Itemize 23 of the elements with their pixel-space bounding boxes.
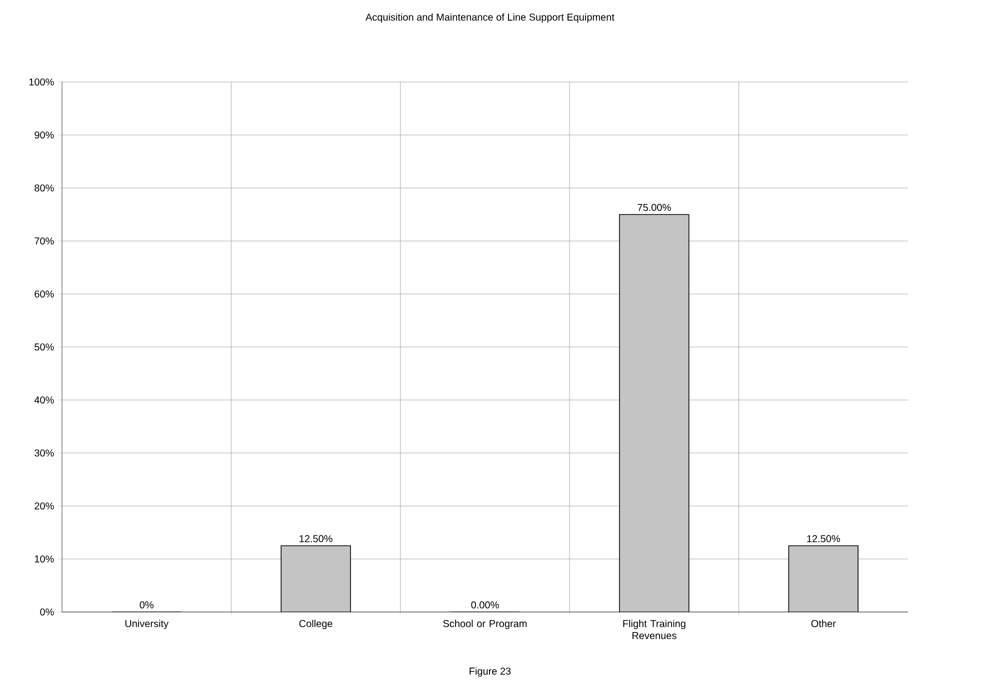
y-tick-label: 0% bbox=[40, 608, 54, 616]
y-tick-label: 70% bbox=[34, 237, 54, 245]
y-tick-label: 30% bbox=[34, 449, 54, 457]
data-label: 75.00% bbox=[638, 204, 671, 211]
y-tick-label: 50% bbox=[34, 343, 54, 351]
x-tick-label: Other bbox=[811, 620, 836, 628]
data-label: 0% bbox=[140, 601, 154, 608]
data-label: 12.50% bbox=[807, 535, 840, 542]
data-label: 0.00% bbox=[471, 601, 499, 608]
y-tick-label: 60% bbox=[34, 290, 54, 298]
y-tick-label: 40% bbox=[34, 396, 54, 404]
y-tick-label: 80% bbox=[34, 184, 54, 192]
caption: Figure 23 bbox=[470, 667, 511, 677]
y-tick-label: 90% bbox=[34, 131, 54, 139]
y-tick-label: 100% bbox=[29, 78, 54, 86]
x-tick-label: College bbox=[299, 620, 332, 630]
chart-title: Acquisition and Maintenance of Line Support Equipment bbox=[365, 13, 614, 23]
y-tick-label: 10% bbox=[34, 555, 54, 563]
x-tick-label: School or Program bbox=[443, 620, 527, 630]
x-tick-label: Flight Training Revenues bbox=[623, 620, 686, 640]
y-tick-label: 20% bbox=[34, 502, 54, 510]
data-label: 12.50% bbox=[300, 535, 332, 542]
x-tick-label: University bbox=[125, 620, 169, 630]
